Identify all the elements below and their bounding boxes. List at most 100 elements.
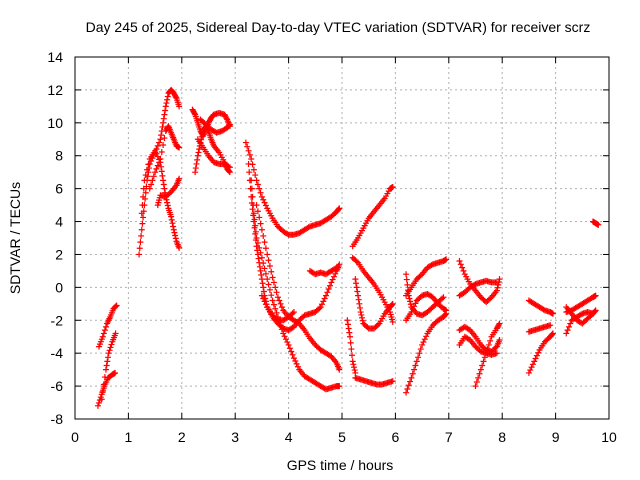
x-tick-label: 6 — [392, 429, 400, 445]
data-point — [404, 385, 411, 392]
data-point — [457, 261, 464, 268]
y-tick-label: 2 — [55, 246, 63, 262]
data-point — [258, 272, 265, 279]
data-point — [288, 348, 295, 355]
data-point — [136, 245, 143, 252]
data-point — [280, 330, 287, 337]
data-point — [353, 280, 360, 287]
data-point — [159, 123, 166, 130]
data-point — [324, 289, 331, 296]
data-point — [101, 327, 108, 334]
data-point — [389, 318, 396, 325]
data-point — [171, 229, 178, 236]
data-point — [139, 220, 146, 227]
data-point — [262, 270, 269, 277]
data-point — [477, 366, 484, 373]
y-tick-label: -2 — [51, 312, 64, 328]
data-point — [412, 300, 419, 307]
data-point — [352, 369, 359, 376]
data-point — [592, 292, 599, 299]
data-point — [495, 321, 502, 328]
data-point — [260, 288, 267, 295]
data-point — [100, 381, 107, 388]
data-point — [268, 292, 275, 299]
y-tick-label: 4 — [55, 214, 63, 230]
data-point — [421, 336, 428, 343]
data-point — [163, 196, 170, 203]
data-point — [106, 347, 113, 354]
data-point — [140, 193, 147, 200]
data-point — [326, 282, 333, 289]
data-point — [195, 149, 202, 156]
data-point — [293, 360, 300, 367]
data-point — [347, 333, 354, 340]
data-point — [170, 223, 177, 230]
data-point — [318, 301, 325, 308]
data-point — [336, 366, 343, 373]
data-point — [487, 295, 494, 302]
data-point — [260, 295, 267, 302]
data-point — [389, 300, 396, 307]
data-point — [529, 361, 536, 368]
data-point — [158, 168, 165, 175]
data-point — [335, 206, 342, 213]
data-point — [160, 177, 167, 184]
data-point — [261, 239, 268, 246]
y-tick-label: 10 — [47, 115, 63, 131]
data-point — [316, 305, 323, 312]
data-point — [250, 210, 257, 217]
data-point — [191, 110, 198, 117]
data-point — [262, 202, 269, 209]
data-point — [528, 364, 535, 371]
data-point — [112, 303, 119, 310]
data-point — [262, 301, 269, 308]
data-point — [282, 336, 289, 343]
data-point — [158, 132, 165, 139]
data-point — [249, 206, 256, 213]
data-point — [494, 284, 501, 291]
data-point — [345, 325, 352, 332]
data-point — [264, 276, 271, 283]
data-point — [349, 358, 356, 365]
data-point — [159, 172, 166, 179]
data-point — [152, 169, 159, 176]
data-point — [257, 249, 264, 256]
data-point — [496, 320, 503, 327]
data-point — [403, 271, 410, 278]
data-point — [549, 330, 556, 337]
data-point — [278, 326, 285, 333]
data-point — [328, 279, 335, 286]
data-point — [356, 300, 363, 307]
y-tick-label: 8 — [55, 148, 63, 164]
data-point — [412, 362, 419, 369]
data-point — [330, 273, 337, 280]
y-tick-label: 12 — [47, 82, 63, 98]
data-point — [266, 286, 273, 293]
data-point — [261, 298, 268, 305]
data-point — [540, 306, 547, 313]
data-point — [439, 295, 446, 302]
data-point — [289, 310, 296, 317]
data-point — [357, 309, 364, 316]
data-point — [260, 196, 267, 203]
data-point — [344, 317, 351, 324]
data-point — [351, 364, 358, 371]
data-point — [411, 366, 418, 373]
data-point — [406, 295, 413, 302]
data-point — [176, 103, 183, 110]
data-point — [549, 331, 556, 338]
x-tick-label: 10 — [601, 429, 617, 445]
data-point — [156, 159, 163, 166]
data-point — [563, 330, 570, 337]
y-axis-label: SDTVAR / TECUs — [7, 182, 23, 294]
data-point — [254, 239, 261, 246]
data-point — [172, 93, 179, 100]
chart-title: Day 245 of 2025, Sidereal Day-to-day VTE… — [86, 19, 591, 35]
data-point — [226, 122, 233, 129]
data-point — [359, 314, 366, 321]
data-point — [290, 309, 297, 316]
data-point — [333, 264, 340, 271]
data-point — [349, 352, 356, 359]
data-point — [104, 354, 111, 361]
